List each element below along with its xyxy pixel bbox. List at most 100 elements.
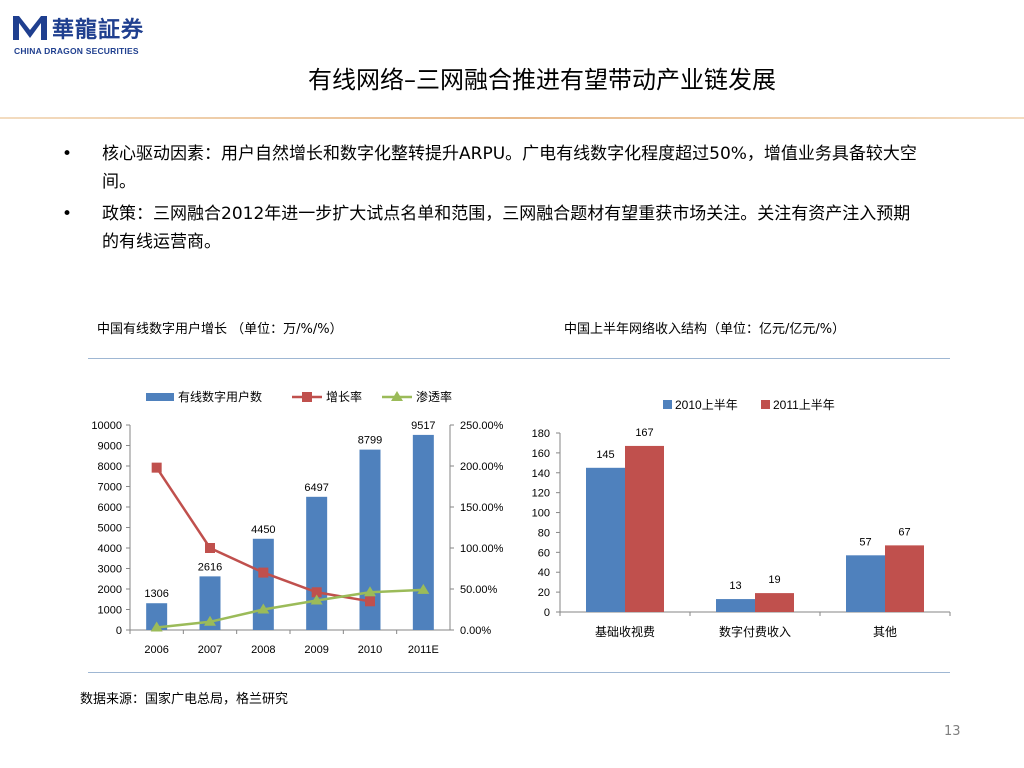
title-divider — [0, 117, 1024, 119]
bar-digital-users — [412, 434, 434, 630]
bar-data-label: 19 — [768, 574, 780, 586]
growth-rate-marker — [151, 462, 162, 473]
y-tick-label: 40 — [538, 567, 550, 579]
bullet-text: 政策：三网融合2012年进一步扩大试点名单和范围，三网融合题材有望重获市场关注。… — [102, 204, 911, 252]
y-tick-label-right: 0.00% — [460, 625, 491, 637]
bar-data-label: 167 — [635, 427, 653, 439]
bar-digital-users — [359, 449, 381, 630]
digital-users-chart: 0 1000 2000 3000 4000 5000 6000 7000 8000 9000 100… — [91, 389, 504, 656]
bar-data-label: 1306 — [144, 588, 168, 600]
x-tick-label: 2008 — [251, 644, 275, 656]
y-tick-label-left: 10000 — [91, 420, 122, 432]
bullet-item: • 核心驱动因素：用户自然增长和数字化整转提升ARPU。广电有线数字化程度超过5… — [62, 140, 922, 196]
legend-label: 有线数字用户数 — [178, 389, 262, 404]
growth-rate-marker — [365, 596, 375, 607]
bar-2011h1 — [885, 545, 924, 612]
penetration-rate-marker — [204, 615, 216, 626]
legend-label: 2010上半年 — [675, 398, 738, 412]
x-tick-label: 数字付费收入 — [719, 624, 791, 639]
bar-2010h1 — [716, 599, 755, 612]
penetration-rate-line — [156, 588, 424, 629]
bar-digital-users — [146, 603, 168, 630]
legend-swatch — [663, 400, 672, 409]
y-tick-label-left: 0 — [116, 625, 122, 637]
bar-2010h1 — [846, 555, 885, 612]
y-tick-label: 100 — [532, 508, 550, 520]
y-tick-label-left: 5000 — [98, 523, 122, 535]
bullet-text: 核心驱动因素：用户自然增长和数字化整转提升ARPU。广电有线数字化程度超过50%… — [102, 144, 917, 192]
bar-digital-users — [199, 576, 221, 630]
y-tick-label-right: 200.00% — [460, 461, 504, 473]
y-tick-label-left: 8000 — [98, 461, 122, 473]
legend-swatch — [761, 400, 770, 409]
y-tick-label: 60 — [538, 547, 550, 559]
y-tick-label-right: 150.00% — [460, 502, 504, 514]
logo-name-cn: 華龍証券 — [52, 17, 145, 43]
x-tick-label: 2010 — [358, 644, 382, 656]
x-tick-label: 其他 — [873, 625, 897, 639]
y-tick-label-left: 4000 — [98, 543, 122, 555]
y-tick-label-left: 9000 — [98, 441, 122, 453]
page-number: 13 — [944, 724, 961, 739]
penetration-rate-marker — [150, 621, 163, 632]
bullet-marker: • — [62, 144, 73, 164]
bar-data-label: 67 — [898, 526, 910, 538]
growth-rate-marker — [258, 567, 269, 578]
data-source: 数据来源：国家广电总局，格兰研究 — [80, 692, 289, 707]
dragon-logo-icon — [13, 16, 47, 40]
x-tick-label: 2007 — [198, 644, 222, 656]
x-tick-label: 2006 — [144, 644, 168, 656]
bar-data-label: 4450 — [251, 524, 275, 536]
y-tick-label-left: 7000 — [98, 482, 122, 494]
bar-2011h1 — [755, 593, 794, 612]
bar-data-label: 8799 — [358, 435, 382, 447]
y-tick-label: 120 — [532, 488, 550, 500]
x-tick-label: 基础收视费 — [595, 624, 655, 639]
y-tick-label: 160 — [532, 448, 550, 460]
bar-data-label: 6497 — [304, 482, 328, 494]
network-revenue-chart: 0 20 40 60 80 100 120 140 160 180 基础收视费 数字付费收入 其他 145… — [532, 398, 951, 639]
y-tick-label-right: 100.00% — [460, 543, 504, 555]
bar-data-label: 57 — [859, 536, 871, 548]
bar-data-label: 13 — [729, 580, 741, 592]
y-tick-label: 80 — [538, 527, 550, 539]
y-tick-label-left: 3000 — [98, 564, 122, 576]
x-tick-label: 2011E — [408, 644, 439, 656]
penetration-rate-marker — [364, 586, 376, 597]
chart-bottom-rule — [88, 672, 950, 673]
bar-data-label: 2616 — [198, 561, 222, 573]
legend-label: 2011上半年 — [773, 398, 835, 412]
legend-label: 增长率 — [326, 389, 362, 404]
x-tick-label: 2009 — [304, 644, 328, 656]
bar-digital-users — [252, 538, 274, 630]
chart-top-rule — [88, 358, 950, 359]
y-tick-label: 140 — [532, 468, 550, 480]
penetration-rate-marker — [417, 583, 430, 594]
bullet-item: • 政策：三网融合2012年进一步扩大试点名单和范围，三网融合题材有望重获市场关… — [62, 200, 922, 256]
bullet-marker: • — [62, 204, 73, 224]
bar-data-label: 145 — [596, 449, 614, 461]
slide-title: 有线网络–三网融合推进有望带动产业链发展 — [308, 66, 776, 94]
growth-rate-marker — [205, 543, 215, 553]
bullet-list: • 核心驱动因素：用户自然增长和数字化整转提升ARPU。广电有线数字化程度超过5… — [62, 140, 922, 260]
logo-name-en: CHINA DRAGON SECURITIES — [14, 46, 139, 56]
bar-2011h1 — [625, 445, 664, 612]
legend-marker-penetration — [391, 391, 403, 401]
legend-swatch-bar — [146, 393, 174, 401]
y-tick-label-left: 6000 — [98, 502, 122, 514]
bar-2010h1 — [586, 467, 625, 612]
bar-data-label: 9517 — [411, 420, 435, 432]
legend-label: 渗透率 — [416, 389, 452, 404]
y-tick-label: 20 — [538, 587, 550, 599]
legend-marker-growth — [302, 392, 312, 402]
y-tick-label-left: 1000 — [98, 605, 122, 617]
growth-rate-marker — [311, 587, 322, 598]
y-tick-label-left: 2000 — [98, 584, 122, 596]
y-tick-label: 180 — [532, 428, 550, 440]
y-tick-label-right: 50.00% — [460, 584, 498, 596]
penetration-rate-marker — [257, 603, 270, 614]
penetration-rate-marker — [310, 594, 323, 605]
right-chart-title: 中国上半年网络收入结构（单位：亿元/亿元/%） — [564, 322, 846, 337]
y-tick-label: 0 — [544, 607, 550, 619]
left-chart-title: 中国有线数字用户增长 （单位：万/%/%） — [97, 322, 343, 337]
